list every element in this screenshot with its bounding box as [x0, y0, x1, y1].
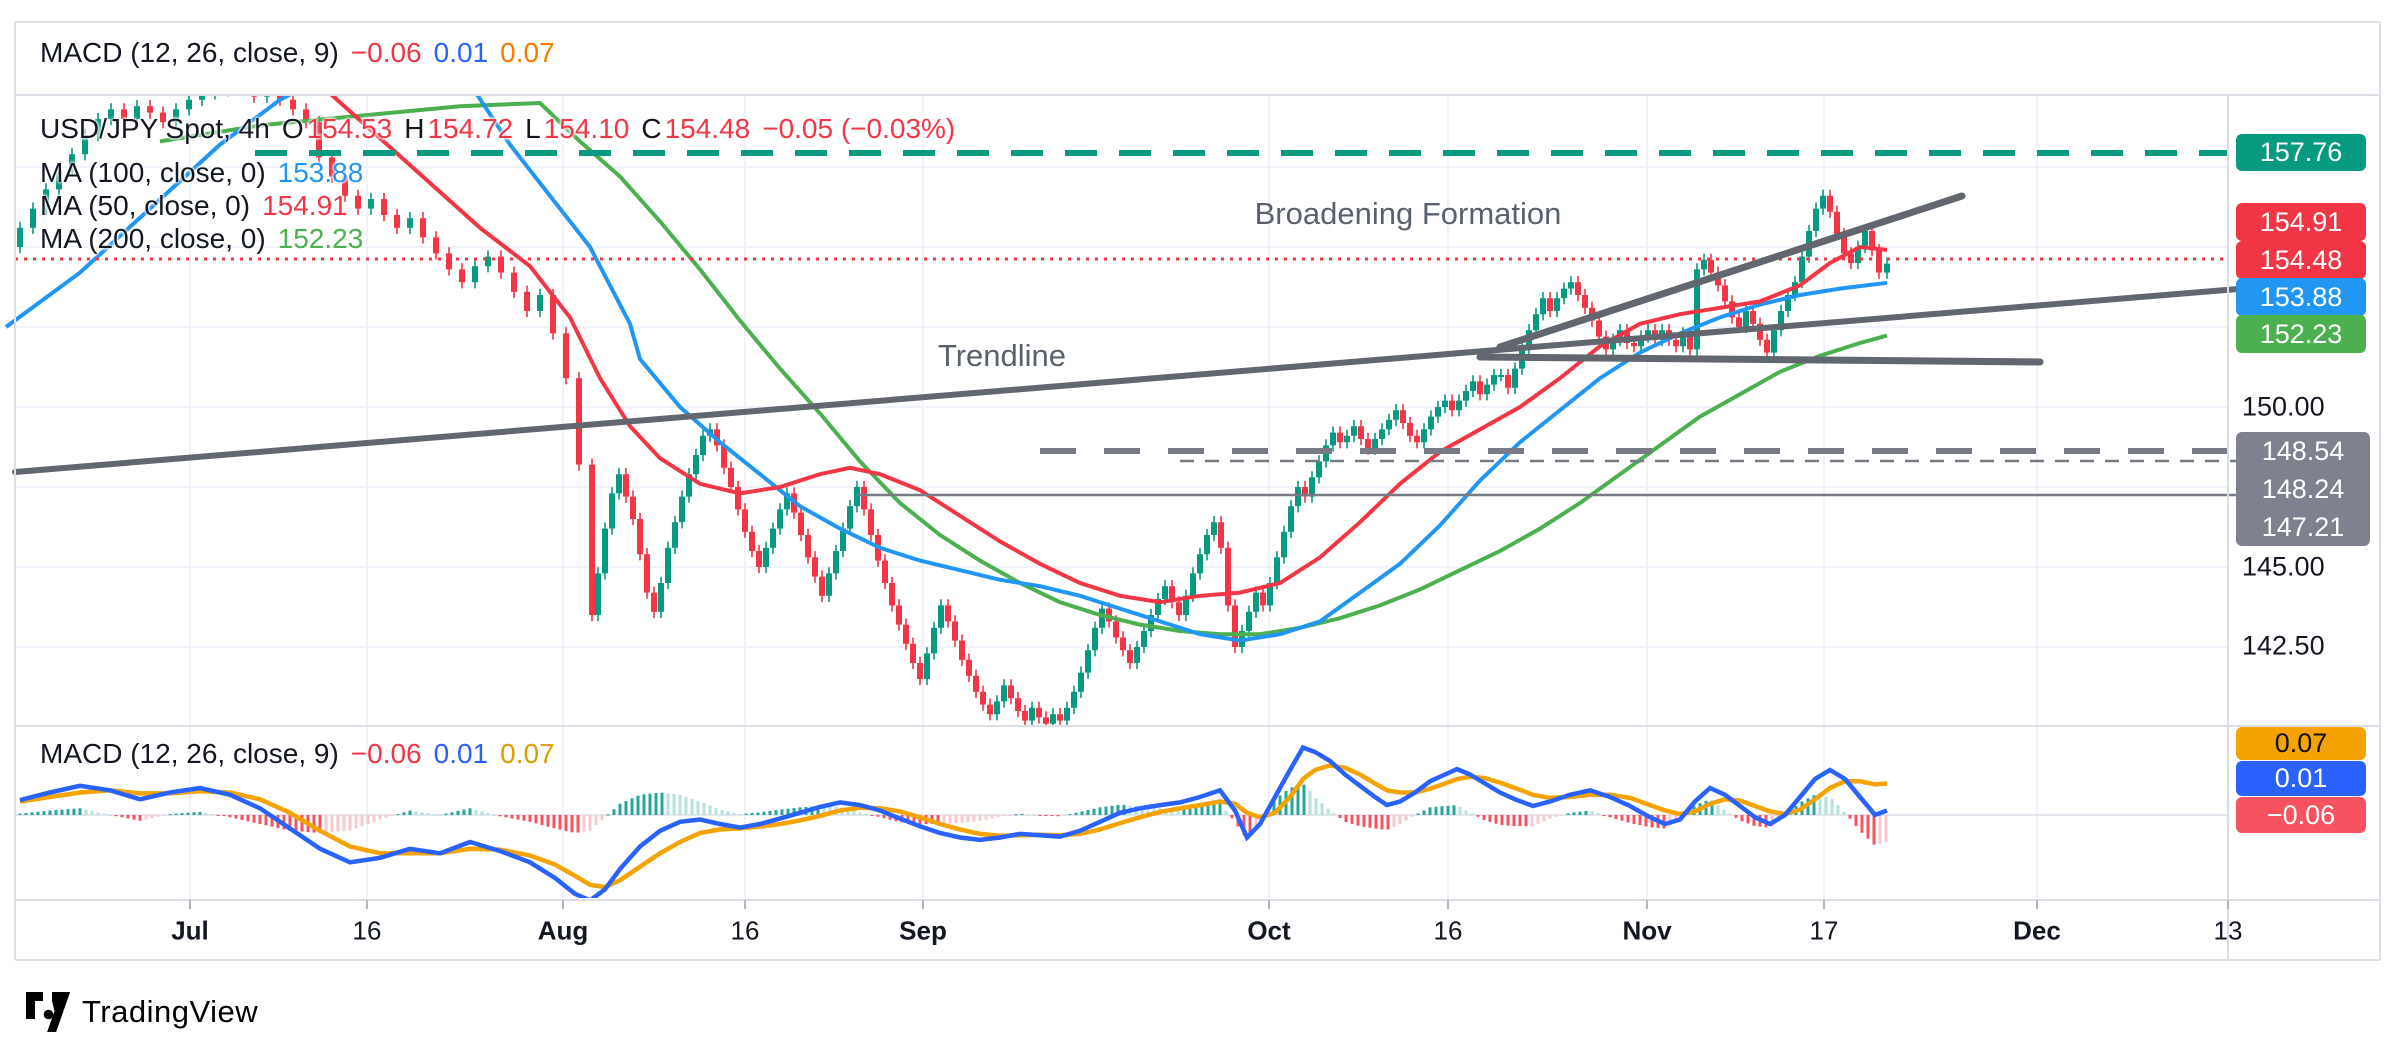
legend-value: 154.72 — [427, 113, 514, 144]
price-level-badge-group: 148.54 148.24 147.21 — [2236, 432, 2370, 546]
macd-value-badge: 0.01 — [2236, 761, 2366, 796]
price-label-badge: 153.88 — [2236, 278, 2366, 316]
legend-value: 154.48 — [664, 113, 751, 144]
symbol-legend[interactable]: USD/JPY Spot, 4h O 154.53 H 154.72 L 154.10 C 15… — [40, 113, 967, 145]
price-label-badge: 154.48 — [2236, 241, 2366, 279]
legend-value: C — [641, 113, 662, 144]
tradingview-logo[interactable]: TradingView — [26, 992, 258, 1032]
time-tick-label: Dec — [2013, 915, 2061, 946]
legend-value: H — [404, 113, 425, 144]
legend-value: 0.07 — [500, 37, 555, 68]
legend-value: MA (50, close, 0) — [40, 190, 251, 221]
price-tick-label: 145.00 — [2242, 551, 2325, 582]
macd-value-badge: −0.06 — [2236, 797, 2366, 833]
legend-value: USD/JPY Spot, 4h — [40, 113, 270, 144]
macd-value-badge: 0.07 — [2236, 727, 2366, 760]
legend-value: 154.91 — [262, 190, 348, 221]
time-tick-label: 16 — [352, 915, 382, 946]
price-levels — [15, 150, 2268, 497]
time-tick-label: Oct — [1247, 915, 1291, 946]
ma50-legend[interactable]: MA (50, close, 0) 154.91 — [40, 190, 360, 222]
macd-legend-bottom[interactable]: MACD (12, 26, close, 9) −0.06 0.01 0.07 — [40, 738, 567, 770]
legend-value: 154.10 — [543, 113, 630, 144]
legend-value: MA (100, close, 0) — [40, 157, 266, 188]
legend-value: −0.05 (−0.03%) — [762, 113, 956, 144]
time-tick-label: Nov — [1622, 915, 1672, 946]
time-tick-label: 16 — [730, 915, 760, 946]
time-tick-label: 16 — [1433, 915, 1463, 946]
time-tick-label: Aug — [537, 915, 589, 946]
legend-value: −0.06 — [350, 738, 422, 769]
legend-value: 154.53 — [306, 113, 393, 144]
legend-value: 0.07 — [500, 738, 555, 769]
legend-value: −0.06 — [350, 37, 422, 68]
ma200-legend[interactable]: MA (200, close, 0) 152.23 — [40, 223, 375, 255]
legend-value: 153.88 — [277, 157, 364, 188]
pane-borders — [14, 21, 2381, 961]
tradingview-logo-icon — [26, 992, 70, 1032]
broadening-formation-label[interactable]: Broadening Formation — [1254, 196, 1562, 231]
legend-value: 0.01 — [433, 37, 489, 68]
price-tick-label: 142.50 — [2242, 630, 2325, 661]
legend-value: L — [525, 113, 541, 144]
tradingview-logo-text: TradingView — [82, 994, 259, 1029]
macd-main-line — [19, 744, 1888, 898]
macd-lines — [19, 744, 1888, 898]
price-label-badge: 148.24 — [2261, 473, 2345, 504]
trend-lines[interactable] — [12, 192, 2241, 475]
legend-value: MA (200, close, 0) — [40, 223, 266, 254]
ma200-line — [159, 100, 1888, 637]
ma50-line — [329, 96, 1888, 605]
time-tick-label: Sep — [899, 915, 947, 946]
macd-histogram — [18, 784, 1888, 845]
time-tick-label: 17 — [1809, 915, 1839, 946]
legend-value: 152.23 — [277, 223, 364, 254]
candlestick-series — [17, 96, 1890, 726]
legend-value: MACD (12, 26, close, 9) — [40, 37, 339, 68]
legend-value: MACD (12, 26, close, 9) — [40, 738, 339, 769]
price-tick-label: 150.00 — [2242, 391, 2325, 422]
trendline-label[interactable]: Trendline — [937, 338, 1067, 373]
ma100-legend[interactable]: MA (100, close, 0) 153.88 — [40, 157, 375, 189]
macd-legend-top[interactable]: MACD (12, 26, close, 9) −0.06 0.01 0.07 — [40, 37, 567, 69]
time-tick-label: Jul — [171, 915, 209, 946]
price-label-badge: 157.76 — [2236, 134, 2366, 171]
price-label-badge: 152.23 — [2236, 315, 2366, 353]
ma100-line — [4, 96, 1888, 643]
price-label-badge: 147.21 — [2261, 511, 2345, 542]
macd-signal-line — [19, 763, 1888, 890]
time-tick-label: 13 — [2213, 915, 2243, 946]
legend-value: 0.01 — [433, 738, 489, 769]
price-label-badge: 154.91 — [2236, 203, 2366, 241]
moving-averages — [4, 96, 1888, 643]
price-label-badge: 148.54 — [2261, 435, 2345, 466]
legend-value: O — [281, 113, 304, 144]
